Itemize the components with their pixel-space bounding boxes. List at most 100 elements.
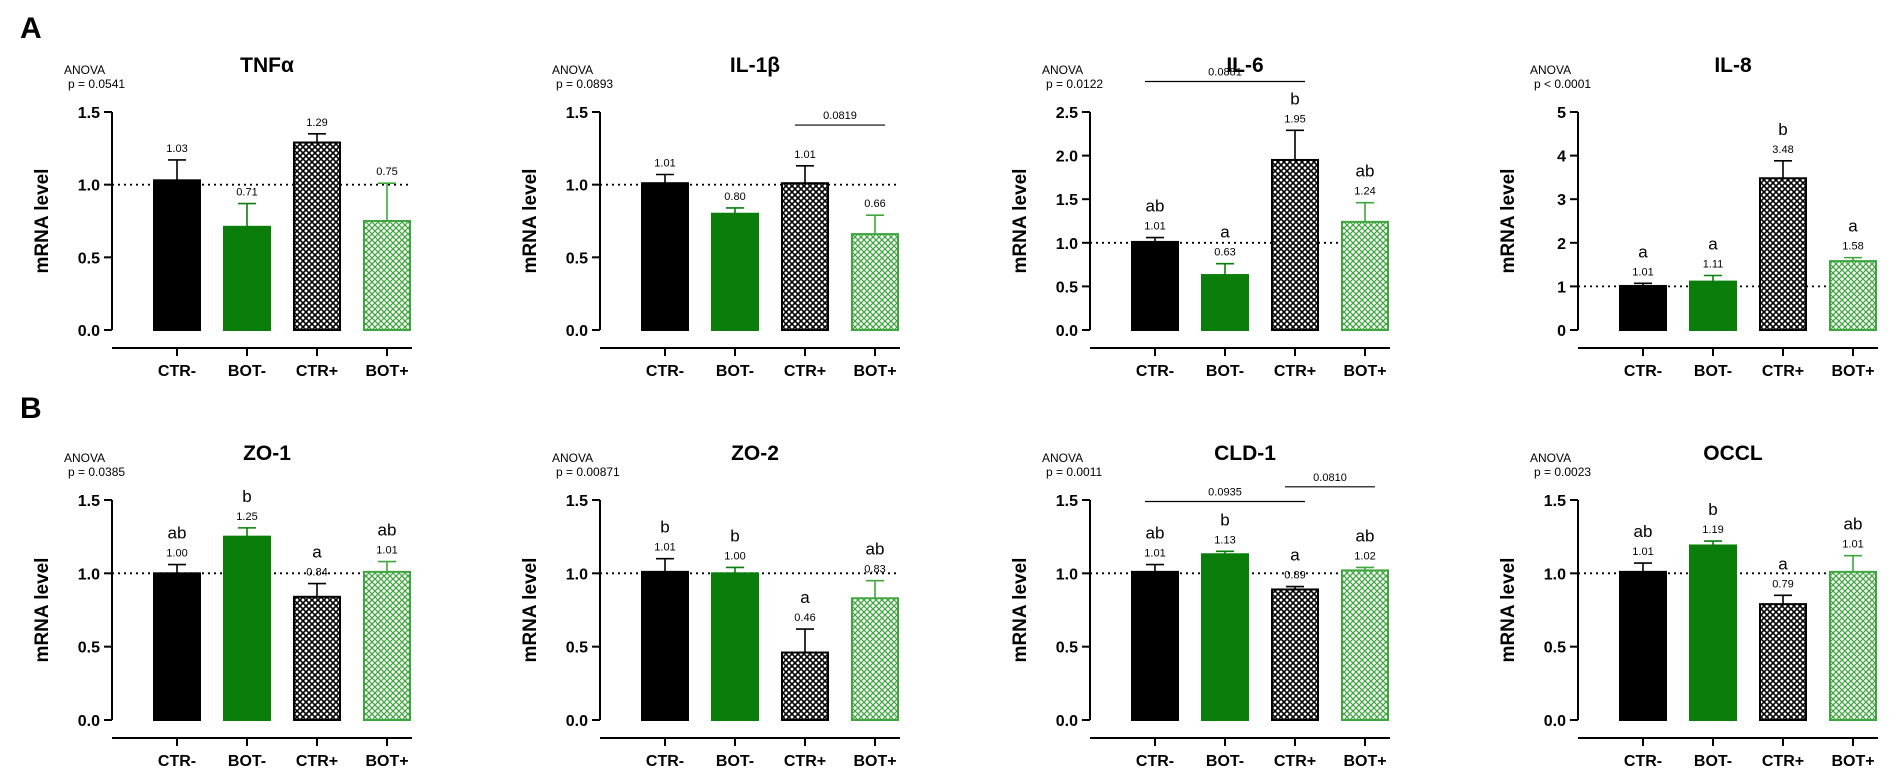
value-label: 1.01	[654, 542, 675, 554]
x-tick-label: BOT-	[1694, 363, 1732, 380]
x-tick-label: BOT-	[1206, 363, 1244, 380]
x-tick-label: CTR-	[1624, 753, 1662, 770]
y-tick-label: 0.5	[566, 640, 588, 657]
chart-title: ZO-1	[243, 442, 291, 465]
anova-p-value: p = 0.0011	[1046, 465, 1102, 479]
value-label: 1.95	[1284, 113, 1305, 125]
anova-label: ANOVA	[552, 451, 593, 465]
y-tick-label: 0	[1557, 323, 1566, 340]
y-tick-label: 0.5	[1056, 640, 1078, 657]
significance-letter: b	[1290, 89, 1299, 108]
value-label: 1.19	[1702, 524, 1723, 536]
y-axis-label: mRNA level	[32, 169, 53, 274]
value-label: 0.63	[1214, 247, 1235, 259]
bar-CTR+	[781, 651, 829, 721]
anova-label: ANOVA	[64, 451, 105, 465]
anova-p-value: p = 0.0541	[68, 77, 125, 91]
significance-letter: a	[1638, 242, 1648, 261]
significance-letter: ab	[1356, 526, 1375, 545]
value-label: 1.13	[1214, 534, 1235, 546]
value-label: 1.01	[376, 545, 397, 557]
x-tick-label: CTR-	[646, 753, 684, 770]
x-tick-label: BOT-	[716, 363, 754, 380]
anova-label: ANOVA	[1042, 63, 1083, 77]
bar-BOT+	[1829, 570, 1877, 721]
bar-BOT+	[851, 233, 899, 331]
y-axis-label: mRNA level	[520, 558, 541, 663]
x-tick-label: BOT-	[228, 753, 266, 770]
bar-CTR+	[1271, 158, 1319, 331]
panel-letter-a: A	[20, 12, 42, 45]
y-tick-label: 3	[1557, 192, 1566, 209]
x-tick-label: CTR-	[158, 753, 196, 770]
chart-title: IL-6	[1226, 54, 1263, 77]
bar-CTR-	[153, 572, 201, 721]
bar-BOT-	[1689, 280, 1737, 332]
value-label: 1.03	[166, 143, 187, 155]
significance-letter: a	[1848, 217, 1858, 236]
significance-letter: b	[1778, 120, 1787, 139]
bar-CTR-	[1131, 570, 1179, 721]
chart-title: IL-1β	[730, 54, 780, 77]
x-tick-label: CTR-	[1136, 363, 1174, 380]
y-tick-label: 0.0	[1544, 713, 1566, 730]
bar-CTR-	[1619, 284, 1667, 331]
value-label: 0.66	[864, 198, 885, 210]
comparison-p-value: 0.0881	[1208, 66, 1242, 78]
bar-BOT+	[1829, 260, 1877, 331]
bar-CTR-	[641, 182, 689, 331]
comparison-p-value: 0.0810	[1313, 472, 1347, 484]
bar-CTR-	[641, 570, 689, 721]
significance-letter: b	[242, 487, 251, 506]
x-tick-label: CTR+	[1274, 753, 1316, 770]
y-tick-label: 0.0	[1056, 713, 1078, 730]
y-axis-label: mRNA level	[1010, 558, 1031, 663]
y-tick-label: 4	[1557, 149, 1566, 166]
comparison-p-value: 0.0935	[1208, 486, 1242, 498]
y-tick-label: 0.0	[566, 713, 588, 730]
significance-letter: a	[1708, 235, 1718, 254]
y-tick-label: 0.5	[1544, 640, 1566, 657]
x-tick-label: BOT+	[1831, 363, 1874, 380]
bar-CTR+	[293, 141, 341, 331]
y-tick-label: 1.5	[1544, 493, 1566, 510]
significance-letter: b	[1220, 510, 1229, 529]
y-tick-label: 1.0	[566, 566, 588, 583]
bar-BOT-	[711, 572, 759, 721]
significance-letter: a	[1778, 554, 1788, 573]
significance-letter: ab	[1146, 197, 1165, 216]
bar-BOT-	[223, 225, 271, 332]
chart-title: OCCL	[1703, 442, 1763, 465]
significance-letter: b	[730, 526, 739, 545]
bar-BOT+	[1341, 220, 1389, 331]
chart-title: ZO-2	[731, 442, 779, 465]
y-tick-label: 1.0	[566, 178, 588, 195]
x-tick-label: CTR+	[296, 753, 338, 770]
x-tick-label: BOT+	[1343, 753, 1386, 770]
value-label: 0.46	[794, 612, 815, 624]
y-tick-label: 2	[1557, 236, 1566, 253]
value-label: 0.80	[724, 191, 745, 203]
comparison-p-value: 0.0819	[823, 110, 857, 122]
y-axis-label: mRNA level	[1010, 169, 1031, 274]
y-tick-label: 0.5	[1056, 279, 1078, 296]
x-tick-label: CTR-	[646, 363, 684, 380]
x-tick-label: CTR+	[784, 363, 826, 380]
panel-letter-b: B	[20, 392, 42, 425]
y-tick-label: 0.0	[78, 713, 100, 730]
y-tick-label: 1.5	[1056, 192, 1078, 209]
x-tick-label: BOT+	[365, 363, 408, 380]
anova-p-value: p < 0.0001	[1534, 77, 1591, 91]
x-tick-label: CTR+	[1274, 363, 1316, 380]
x-tick-label: CTR+	[784, 753, 826, 770]
y-tick-label: 0.0	[1056, 323, 1078, 340]
y-axis-label: mRNA level	[1498, 558, 1519, 663]
significance-letter: a	[1220, 223, 1230, 242]
bar-BOT-	[1201, 274, 1249, 331]
significance-letter: ab	[168, 524, 187, 543]
y-tick-label: 0.5	[78, 640, 100, 657]
